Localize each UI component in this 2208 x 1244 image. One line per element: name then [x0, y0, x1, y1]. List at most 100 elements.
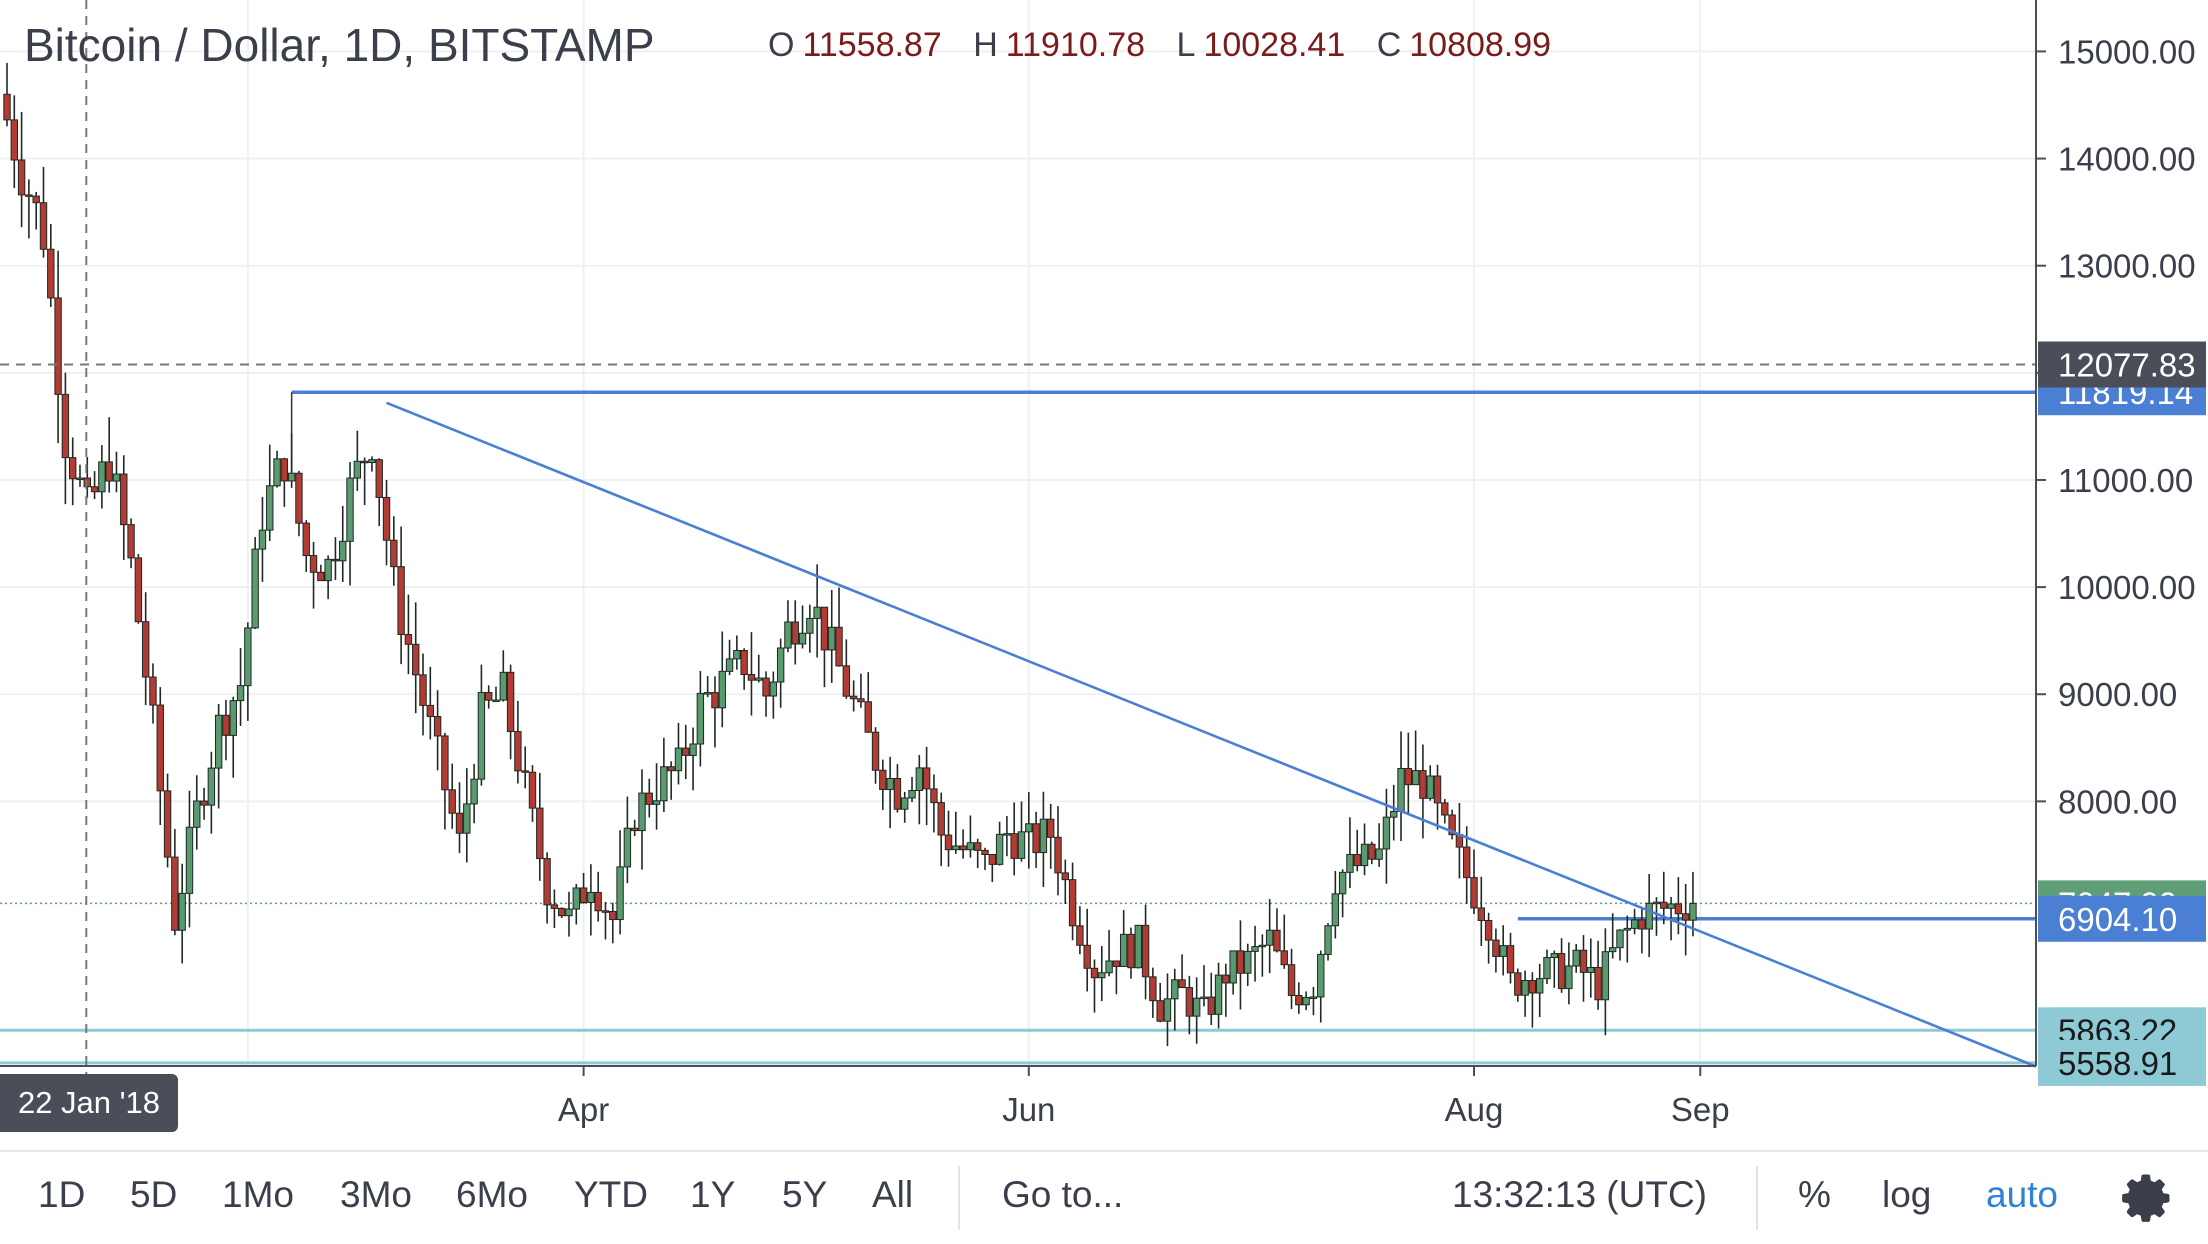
- candle-body: [1689, 902, 1697, 921]
- price-tick-label: 14000.00: [2058, 141, 2196, 178]
- candle-body: [798, 632, 807, 645]
- candle-body: [645, 792, 653, 805]
- candle-body: [1638, 919, 1646, 930]
- candle-body: [703, 692, 712, 695]
- candle-body: [1426, 775, 1434, 799]
- price-chart[interactable]: 8000.009000.0010000.0011000.0012000.0013…: [0, 0, 2208, 1150]
- candle-body: [1076, 925, 1084, 946]
- horizontal-level-6904-tag: [2038, 895, 2206, 942]
- candle-body: [477, 692, 486, 780]
- price-tick-label: 8000.00: [2058, 783, 2177, 820]
- range-all-button[interactable]: All: [872, 1174, 914, 1215]
- time-axis: Apr Jun Aug Sep: [0, 1065, 2036, 1128]
- candle-body: [1484, 919, 1493, 941]
- candle-body: [273, 458, 281, 487]
- candle-body: [470, 778, 478, 805]
- candle-body: [185, 826, 194, 894]
- candle-body: [740, 649, 748, 676]
- candle-body: [981, 849, 989, 856]
- range-5y-button[interactable]: 5Y: [782, 1174, 828, 1215]
- candle-body: [1411, 770, 1420, 786]
- candle-body: [61, 393, 70, 459]
- candle-body: [1039, 818, 1048, 854]
- trendline-layer: [386, 401, 2037, 1068]
- range-1d-button[interactable]: 1D: [38, 1174, 86, 1215]
- candle-body: [10, 119, 18, 161]
- auto-scale-button[interactable]: auto: [1986, 1174, 2059, 1215]
- candle-body: [1163, 998, 1172, 1022]
- candle-body: [207, 767, 216, 806]
- candle-body: [1681, 913, 1690, 921]
- candle-body: [404, 634, 413, 645]
- close-label: C: [1376, 26, 1402, 64]
- time-tick-label: Sep: [1671, 1091, 1730, 1128]
- candle-body: [1141, 924, 1150, 978]
- candle-body: [47, 248, 55, 299]
- candle-body: [441, 735, 449, 791]
- candle-body: [506, 671, 515, 733]
- log-scale-button[interactable]: log: [1882, 1174, 1932, 1215]
- candle-body: [178, 892, 186, 931]
- candle-body: [1127, 933, 1135, 969]
- candle-body: [528, 771, 537, 809]
- candle-body: [1214, 974, 1223, 1015]
- percent-scale-button[interactable]: %: [1798, 1174, 1831, 1215]
- toolbar-divider: [958, 1166, 960, 1230]
- range-5d-button[interactable]: 5D: [130, 1174, 178, 1215]
- candle-body: [879, 769, 887, 791]
- candle-body: [579, 887, 588, 903]
- candle-body: [90, 486, 99, 493]
- candle-body: [1543, 957, 1551, 980]
- candle-body: [1229, 950, 1237, 984]
- candle-body: [1652, 901, 1661, 905]
- candle-body: [784, 621, 792, 649]
- candle-body: [1397, 767, 1405, 812]
- go-to-date-button[interactable]: Go to...: [1002, 1174, 1124, 1215]
- range-3mo-button[interactable]: 3Mo: [340, 1174, 412, 1215]
- candle-body: [1105, 960, 1113, 974]
- candle-body: [390, 539, 398, 568]
- candle-body: [776, 647, 785, 683]
- candle-body: [974, 842, 982, 851]
- candle-body: [1470, 877, 1478, 909]
- candle-body: [1674, 903, 1683, 915]
- range-1y-button[interactable]: 1Y: [690, 1174, 736, 1215]
- candle-body: [98, 461, 106, 493]
- high-label: H: [973, 26, 998, 64]
- candle-body: [1302, 996, 1310, 1006]
- clock-timezone-button[interactable]: 13:32:13 (UTC): [1452, 1174, 1707, 1215]
- candle-body: [25, 194, 33, 197]
- close-value: 10808.99: [1409, 26, 1552, 64]
- candle-body: [1535, 978, 1544, 994]
- candle-body: [455, 812, 464, 834]
- candle-body: [623, 827, 632, 868]
- candle-body: [1032, 823, 1040, 854]
- price-tick-label: 11000.00: [2058, 462, 2193, 499]
- candle-body: [1608, 947, 1617, 953]
- range-1mo-button[interactable]: 1Mo: [222, 1174, 294, 1215]
- candle-body: [1346, 853, 1354, 873]
- candle-body: [266, 485, 274, 531]
- candle-body: [901, 797, 909, 810]
- candle-body: [1594, 966, 1602, 1001]
- candle-body: [1273, 929, 1281, 952]
- candle-body: [353, 460, 362, 479]
- candle-body: [1178, 979, 1186, 989]
- candle-body: [762, 677, 770, 697]
- price-tick-label: 10000.00: [2058, 569, 2196, 606]
- gear-icon[interactable]: [2118, 1168, 2176, 1226]
- candle-body: [652, 800, 661, 805]
- candle-body: [769, 681, 778, 697]
- high-value: 11910.78: [1005, 26, 1146, 64]
- candle-body: [499, 671, 508, 701]
- candle-body: [295, 472, 303, 524]
- candle-body: [1630, 919, 1639, 929]
- candle-body: [1156, 1000, 1164, 1022]
- candle-body: [229, 700, 237, 736]
- candle-body: [1419, 770, 1427, 799]
- range-ytd-button[interactable]: YTD: [574, 1174, 648, 1215]
- range-6mo-button[interactable]: 6Mo: [456, 1174, 528, 1215]
- candle-body: [120, 473, 128, 526]
- ohlc-readout: O 11558.87 H 11910.78 L 10028.41 C 10808.99: [768, 26, 1573, 65]
- crosshair: [0, 0, 2036, 1074]
